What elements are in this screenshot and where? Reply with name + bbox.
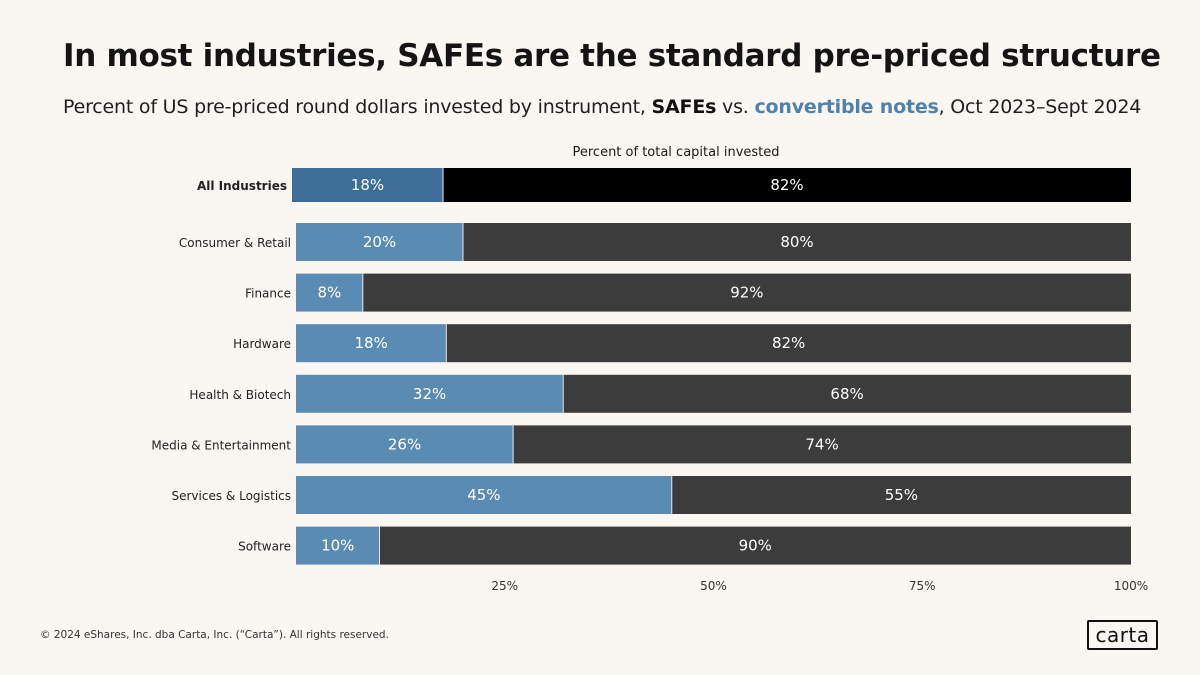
subtitle-safes: SAFEs	[651, 96, 717, 118]
data-label-convertible-notes: 8%	[318, 284, 342, 302]
bar-convertible-notes	[292, 168, 444, 202]
data-label-convertible-notes: 32%	[413, 385, 446, 403]
data-label-safes: 90%	[739, 537, 772, 555]
bar-convertible-notes	[296, 374, 564, 413]
category-label: Consumer & Retail	[179, 236, 291, 250]
category-label: Health & Biotech	[189, 388, 291, 402]
x-tick-label: 100%	[1114, 579, 1148, 593]
bar-convertible-notes	[296, 476, 672, 514]
category-label: Finance	[245, 287, 291, 301]
data-label-safes: 80%	[780, 233, 813, 251]
bar-safes	[379, 526, 1131, 565]
bar-safes	[362, 273, 1131, 312]
chart-title: In most industries, SAFEs are the standa…	[63, 38, 1161, 74]
data-label-convertible-notes: 45%	[467, 486, 500, 504]
data-label-safes: 68%	[830, 385, 863, 403]
subtitle-convertible-notes: convertible notes	[754, 96, 939, 118]
bar-safes	[513, 425, 1131, 464]
bar-safes	[443, 168, 1131, 202]
data-label-safes: 92%	[730, 284, 763, 302]
category-label: Software	[238, 540, 291, 554]
copyright-footer: © 2024 eShares, Inc. dba Carta, Inc. (“C…	[40, 629, 389, 641]
bar-convertible-notes	[296, 324, 447, 363]
category-label: Media & Entertainment	[151, 438, 291, 452]
x-tick-label: 75%	[909, 579, 936, 593]
chart-subtitle: Percent of US pre-priced round dollars i…	[63, 96, 1141, 118]
x-axis-title: Percent of total capital invested	[572, 145, 779, 160]
bar-convertible-notes	[296, 273, 363, 312]
bar-convertible-notes	[296, 425, 514, 464]
category-label: All Industries	[197, 179, 287, 193]
data-label-safes: 82%	[772, 334, 805, 352]
bar-convertible-notes	[296, 526, 380, 565]
data-label-convertible-notes: 18%	[354, 334, 387, 352]
data-label-safes: 55%	[885, 486, 918, 504]
carta-logo[interactable]: carta	[1087, 620, 1158, 650]
data-label-convertible-notes: 26%	[388, 435, 421, 453]
data-label-convertible-notes: 18%	[351, 176, 384, 194]
subtitle-suffix: , Oct 2023–Sept 2024	[938, 96, 1142, 118]
data-label-convertible-notes: 10%	[321, 537, 354, 555]
bar-safes	[446, 324, 1131, 363]
category-label: Hardware	[233, 337, 291, 351]
bar-safes	[671, 476, 1131, 514]
subtitle-prefix: Percent of US pre-priced round dollars i…	[63, 96, 652, 118]
x-tick-label: 50%	[700, 579, 727, 593]
bar-safes	[463, 223, 1131, 261]
bar-safes	[563, 374, 1131, 413]
data-label-safes: 74%	[805, 435, 838, 453]
data-label-convertible-notes: 20%	[363, 233, 396, 251]
data-label-safes: 82%	[770, 176, 803, 194]
x-tick-label: 25%	[491, 579, 518, 593]
bar-convertible-notes	[296, 223, 463, 261]
subtitle-vs: vs.	[716, 96, 755, 118]
category-label: Services & Logistics	[172, 489, 292, 503]
